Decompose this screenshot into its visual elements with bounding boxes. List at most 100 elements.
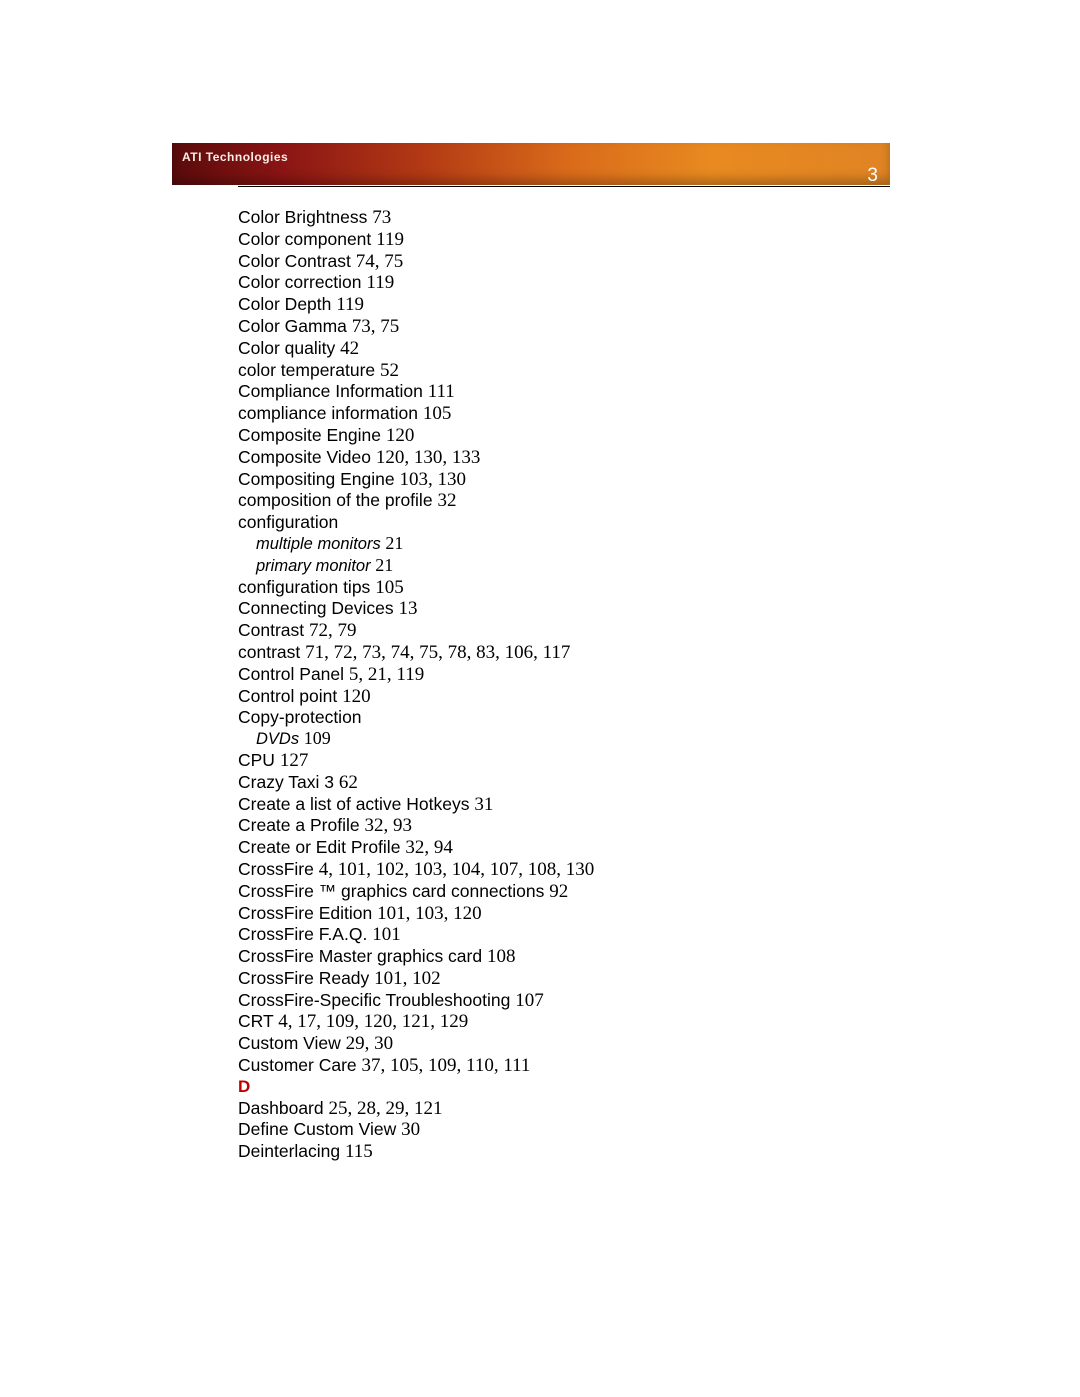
index-pages: 72, 79 [309, 620, 357, 641]
index-entry: contrast 71, 72, 73, 74, 75, 78, 83, 106… [238, 642, 878, 664]
index-pages: 101 [372, 924, 401, 945]
index-pages: 4, 101, 102, 103, 104, 107, 108, 130 [319, 859, 595, 880]
index-entry: Define Custom View 30 [238, 1119, 878, 1141]
index-entries: Color Brightness 73Color component 119Co… [238, 207, 878, 1077]
index-entry: Composite Engine 120 [238, 425, 878, 447]
index-entry: CPU 127 [238, 750, 878, 772]
index-pages: 32, 94 [405, 837, 453, 858]
index-term: Compliance Information [238, 381, 423, 401]
index-pages: 101, 103, 120 [377, 903, 482, 924]
index-entry: composition of the profile 32 [238, 490, 878, 512]
index-pages: 127 [280, 750, 309, 771]
index-entry: CrossFire F.A.Q. 101 [238, 924, 878, 946]
index-entry: Compliance Information 111 [238, 381, 878, 403]
index-term: Color Brightness [238, 207, 367, 227]
index-term: Composite Video [238, 447, 371, 467]
index-pages: 21 [385, 533, 403, 553]
index-pages: 119 [366, 272, 394, 293]
index-pages: 111 [428, 381, 455, 402]
index-pages: 115 [345, 1141, 373, 1162]
header-band: ATI Technologies 3 [172, 143, 890, 185]
index-entry: color temperature 52 [238, 360, 878, 382]
index-term: Color Contrast [238, 251, 351, 271]
index-entry: Color Contrast 74, 75 [238, 251, 878, 273]
index-term: Control point [238, 686, 337, 706]
section-letter-d: D [238, 1077, 878, 1098]
index-entry: Control Panel 5, 21, 119 [238, 664, 878, 686]
index-term: CrossFire Ready [238, 968, 369, 988]
index-entry: CrossFire-Specific Troubleshooting 107 [238, 990, 878, 1012]
index-term: DVDs [256, 730, 299, 748]
index-term: compliance information [238, 403, 418, 423]
index-term: Contrast [238, 620, 304, 640]
index-pages: 37, 105, 109, 110, 111 [362, 1055, 531, 1076]
index-entry: CrossFire Ready 101, 102 [238, 968, 878, 990]
index-entry: Color Depth 119 [238, 294, 878, 316]
index-entry: Compositing Engine 103, 130 [238, 469, 878, 491]
index-pages: 119 [336, 294, 364, 315]
index-entry: CrossFire Edition 101, 103, 120 [238, 903, 878, 925]
index-term: CrossFire ™ graphics card connections [238, 881, 544, 901]
index-term: configuration tips [238, 577, 370, 597]
index-entry: Color Brightness 73 [238, 207, 878, 229]
index-pages: 5, 21, 119 [349, 664, 424, 685]
index-term: Create a Profile [238, 815, 360, 835]
index-entry: Custom View 29, 30 [238, 1033, 878, 1055]
index-pages: 101, 102 [374, 968, 441, 989]
index-entry: Customer Care 37, 105, 109, 110, 111 [238, 1055, 878, 1077]
index-entry: CrossFire 4, 101, 102, 103, 104, 107, 10… [238, 859, 878, 881]
index-term: multiple monitors [256, 535, 381, 553]
index-entry: primary monitor 21 [238, 555, 878, 577]
index-entry: Control point 120 [238, 686, 878, 708]
index-pages: 42 [340, 338, 359, 359]
index-entry: Copy-protection [238, 707, 878, 728]
index-pages: 108 [487, 946, 516, 967]
index-term: CrossFire Edition [238, 903, 372, 923]
index-term: Color component [238, 229, 371, 249]
index-term: configuration [238, 512, 338, 532]
index-pages: 29, 30 [346, 1033, 394, 1054]
index-term: Color quality [238, 338, 335, 358]
index-entry: Color correction 119 [238, 272, 878, 294]
index-term: CPU [238, 750, 275, 770]
index-pages: 120, 130, 133 [376, 447, 481, 468]
index-entry: Crazy Taxi 3 62 [238, 772, 878, 794]
index-entry: CrossFire ™ graphics card connections 92 [238, 881, 878, 903]
index-pages: 32, 93 [364, 815, 412, 836]
index-entry: DVDs 109 [238, 728, 878, 750]
index-entry: Dashboard 25, 28, 29, 121 [238, 1098, 878, 1120]
index-content: Color Brightness 73Color component 119Co… [238, 207, 878, 1163]
index-pages: 109 [304, 728, 331, 748]
index-entry: CRT 4, 17, 109, 120, 121, 129 [238, 1011, 878, 1033]
index-term: CrossFire [238, 859, 314, 879]
index-term: Control Panel [238, 664, 344, 684]
index-term: Composite Engine [238, 425, 381, 445]
index-pages: 62 [339, 772, 358, 793]
index-pages: 74, 75 [356, 251, 404, 272]
index-entry: Create a Profile 32, 93 [238, 815, 878, 837]
index-pages: 4, 17, 109, 120, 121, 129 [278, 1011, 468, 1032]
index-term: composition of the profile [238, 490, 433, 510]
index-term: Copy-protection [238, 707, 362, 727]
index-term: CrossFire Master graphics card [238, 946, 482, 966]
index-term: Color correction [238, 272, 362, 292]
index-term: Crazy Taxi 3 [238, 772, 334, 792]
index-pages: 31 [474, 794, 493, 815]
index-entry: configuration tips 105 [238, 577, 878, 599]
index-pages: 52 [380, 360, 399, 381]
index-entry: Contrast 72, 79 [238, 620, 878, 642]
index-term: Custom View [238, 1033, 341, 1053]
index-pages: 120 [386, 425, 415, 446]
index-term: Create a list of active Hotkeys [238, 794, 469, 814]
index-pages: 105 [375, 577, 404, 598]
index-term: Color Depth [238, 294, 331, 314]
index-term: Connecting Devices [238, 598, 394, 618]
index-pages: 21 [375, 555, 393, 575]
index-entries-after-letter: Dashboard 25, 28, 29, 121Define Custom V… [238, 1098, 878, 1163]
index-term: Dashboard [238, 1098, 324, 1118]
index-term: Color Gamma [238, 316, 347, 336]
index-term: CrossFire-Specific Troubleshooting [238, 990, 510, 1010]
brand-label: ATI Technologies [182, 150, 288, 164]
index-term: CrossFire F.A.Q. [238, 924, 367, 944]
index-entry: Composite Video 120, 130, 133 [238, 447, 878, 469]
